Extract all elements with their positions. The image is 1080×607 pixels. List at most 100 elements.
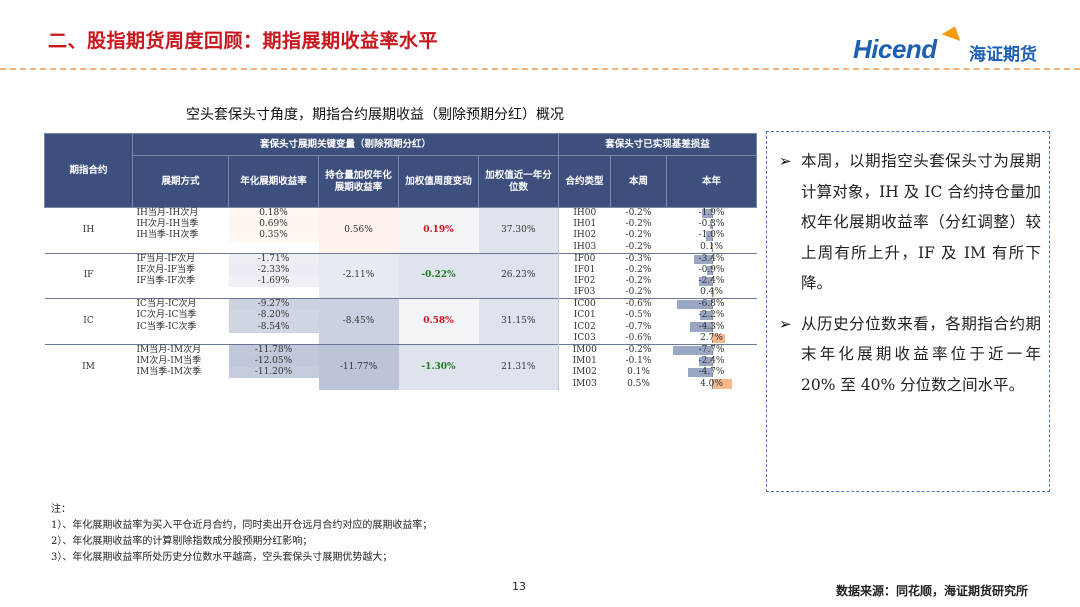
company-logo: Hicend 海证期货 bbox=[853, 22, 1053, 68]
note-line: 2）、年化展期收益率的计算剔除指数成分股预期分红影响； bbox=[51, 536, 313, 547]
header-weekly-change: 加权值周度变动 bbox=[398, 155, 479, 208]
logo-mark-icon bbox=[941, 22, 965, 42]
index-cell: IC bbox=[44, 298, 133, 345]
percentile-cell: 21.31% bbox=[478, 343, 559, 390]
contract-code-cell: IC02 bbox=[558, 321, 611, 333]
year-data-bar bbox=[711, 288, 714, 298]
note-line: 1）、年化展期收益率为买入平仓近月合约，同时卖出开仓远月合约对应的展期收益率； bbox=[51, 520, 433, 531]
annual-rate-cell: -2.33% bbox=[228, 264, 319, 276]
year-value: -0.9% bbox=[698, 264, 725, 275]
header-oi-weighted: 持仓量加权年化展期收益率 bbox=[318, 155, 399, 208]
weekly-change-cell: 0.19% bbox=[398, 207, 479, 254]
table-notes: 注： 1）、年化展期收益率为买入平仓近月合约，同时卖出开仓远月合约对应的展期收益… bbox=[51, 502, 432, 566]
this-year-cell: -2.4% bbox=[667, 356, 757, 367]
contract-code-cell: IF00 bbox=[558, 252, 611, 265]
year-data-bar bbox=[706, 231, 712, 241]
year-value: 2.7% bbox=[700, 332, 723, 343]
year-bar-axis bbox=[711, 356, 713, 367]
this-week-cell: -0.2% bbox=[625, 264, 652, 275]
percentile-cell: 26.23% bbox=[478, 252, 559, 299]
year-data-bar bbox=[711, 379, 732, 389]
year-bar-axis bbox=[711, 265, 713, 275]
table-row: IM03 0.5% 4.0% bbox=[45, 378, 757, 390]
annual-rate-cell: 0.35% bbox=[228, 230, 319, 242]
weighted-rate-cell: -2.11% bbox=[318, 252, 399, 299]
this-year-cell: -6.8% bbox=[666, 298, 757, 311]
table-row: IC次月-IC当季 -8.20% IC01 -0.5% -2.2% bbox=[45, 310, 757, 322]
weighted-rate-cell: -8.45% bbox=[318, 298, 399, 345]
this-year-cell: 0.1% bbox=[667, 242, 757, 254]
table-row: IF当季-IF次季 -1.69% IF02 -0.2% -2.4% bbox=[45, 275, 757, 288]
table-row: IM次月-IM当季 -12.05% IM01 -0.1% -2.4% bbox=[45, 355, 757, 368]
contract-code-cell: IC01 bbox=[558, 310, 611, 322]
roll-mode-cell: IM当月-IM次月 bbox=[132, 343, 229, 356]
this-week-cell: -0.5% bbox=[625, 310, 652, 321]
roll-mode-cell bbox=[133, 333, 229, 345]
this-week-cell: -0.2% bbox=[610, 343, 667, 356]
year-value: -2.4% bbox=[698, 355, 725, 366]
this-week-cell: -0.2% bbox=[625, 276, 652, 287]
year-data-bar bbox=[694, 254, 712, 264]
table-row: IF03 -0.2% 0.4% bbox=[45, 287, 757, 299]
weighted-rate-cell: -11.77% bbox=[318, 343, 399, 390]
annual-rate-cell: -11.78% bbox=[228, 343, 319, 356]
header-this-year: 本年 bbox=[665, 155, 758, 208]
year-bar-axis bbox=[711, 300, 713, 310]
this-week-cell: -0.6% bbox=[625, 332, 652, 343]
this-year-cell: -2.4% bbox=[667, 276, 757, 287]
page-number: 13 bbox=[512, 580, 526, 593]
weekly-change-cell: -1.30% bbox=[398, 343, 479, 390]
year-value: -7.7% bbox=[698, 344, 725, 355]
this-year-cell: 2.7% bbox=[667, 333, 757, 345]
header-key-vars: 套保头寸展期关键变量（剔除预期分红） bbox=[132, 133, 559, 156]
annual-rate-cell bbox=[229, 287, 319, 299]
year-bar-axis bbox=[711, 368, 713, 378]
year-bar-axis bbox=[711, 322, 713, 332]
this-year-cell: -4.7% bbox=[667, 367, 757, 378]
this-year-cell: 4.0% bbox=[667, 378, 757, 389]
year-value: -0.3% bbox=[698, 219, 725, 230]
header-this-week: 本周 bbox=[610, 155, 667, 208]
contract-code-cell: IH00 bbox=[558, 207, 611, 219]
commentary-text: 本周，以期指空头套保头寸为展期计算对象，IH 及 IC 合约持仓量加权年化展期收… bbox=[801, 152, 1041, 292]
this-week-cell: 0.1% bbox=[627, 367, 650, 378]
table-row: IC当季-IC次季 -8.54% IC02 -0.7% -4.3% bbox=[45, 321, 757, 333]
roll-mode-cell bbox=[133, 378, 229, 389]
table-row: IM IM当月-IM次月 -11.78% -11.77% -1.30% 21.31% IM0… bbox=[44, 343, 757, 390]
note-heading: 注： bbox=[51, 504, 71, 515]
this-year-cell: 0.4% bbox=[667, 287, 757, 299]
roll-yield-table: 期指合约 套保头寸展期关键变量（剔除预期分红） 套保头寸已实现基差损益 展期方式… bbox=[44, 133, 758, 390]
this-week-cell: -0.3% bbox=[610, 252, 667, 265]
logo-chinese: 海证期货 bbox=[969, 45, 1037, 65]
contract-code-cell: IM01 bbox=[558, 355, 611, 368]
slide-title: 二、股指期货周度回顾：期指展期收益率水平 bbox=[48, 30, 439, 52]
year-value: -3.4% bbox=[698, 253, 725, 264]
year-bar-axis bbox=[711, 379, 713, 389]
year-bar-axis bbox=[711, 242, 713, 252]
this-year-cell: -0.3% bbox=[667, 219, 757, 230]
roll-mode-cell: IF当月-IF次月 bbox=[132, 252, 229, 265]
table-row: IM当季-IM次季 -11.20% IM02 0.1% -4.7% bbox=[45, 367, 757, 379]
year-data-bar bbox=[699, 276, 712, 287]
year-bar-axis bbox=[711, 288, 713, 298]
annual-rate-cell: -9.27% bbox=[228, 298, 319, 311]
roll-mode-cell: IF次月-IF当季 bbox=[136, 264, 196, 275]
year-data-bar bbox=[672, 345, 712, 355]
year-data-bar bbox=[710, 220, 712, 230]
commentary-text: 从历史分位数来看，各期指合约期末年化展期收益率位于近一年 20% 至 40% 分… bbox=[801, 314, 1041, 394]
contract-code-cell: IC00 bbox=[558, 298, 611, 311]
roll-mode-cell bbox=[133, 287, 229, 299]
contract-code-cell: IC03 bbox=[558, 332, 611, 345]
logo-wordmark: Hicend bbox=[853, 34, 937, 64]
header-realized: 套保头寸已实现基差损益 bbox=[557, 133, 758, 156]
this-week-cell: -0.2% bbox=[625, 241, 652, 252]
table-row: IH IH当月-IH次月 0.18% 0.56% 0.19% 37.30% IH00 -0.2… bbox=[44, 207, 757, 254]
header-contract-type: 合约类型 bbox=[558, 155, 611, 208]
year-data-bar bbox=[677, 300, 712, 310]
year-bar-axis bbox=[711, 209, 713, 218]
header-annual-rate: 年化展期收益率 bbox=[228, 155, 319, 208]
roll-mode-cell bbox=[133, 242, 229, 254]
year-value: -4.7% bbox=[698, 367, 725, 378]
this-week-cell: 0.5% bbox=[627, 378, 650, 389]
annual-rate-cell: -11.20% bbox=[228, 367, 319, 379]
